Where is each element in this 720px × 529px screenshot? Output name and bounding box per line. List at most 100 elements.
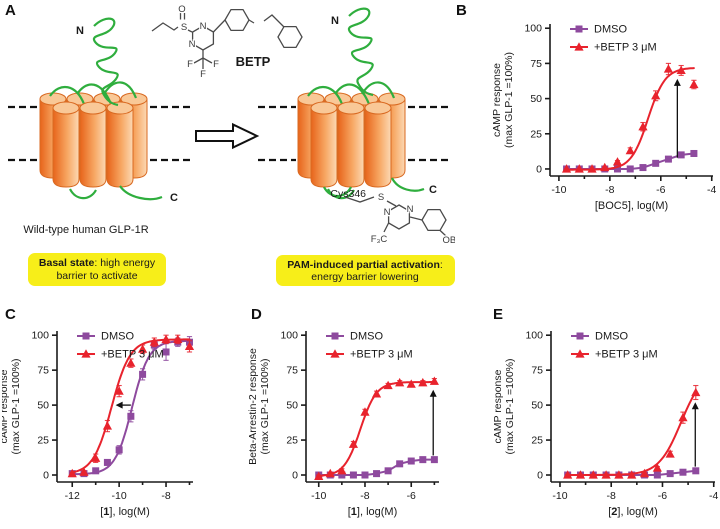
legend-label: +BETP 3 μM xyxy=(101,349,164,361)
svg-text:PAM-induced partial activation: PAM-induced partial activation: xyxy=(287,259,443,271)
x-tick-label: -4 xyxy=(709,490,718,502)
atom-s: S xyxy=(181,22,187,33)
y-tick-label: 0 xyxy=(536,163,542,175)
axes xyxy=(546,331,715,487)
x-tick-label: -10 xyxy=(311,490,326,502)
panel-a-label: A xyxy=(5,2,16,19)
x-tick-label: -10 xyxy=(112,490,127,502)
y-axis-label: (max GLP-1 =100%) xyxy=(503,52,515,148)
panel-e-label: E xyxy=(493,306,504,323)
legend-label: DMSO xyxy=(594,24,627,36)
x-tick-label: -8 xyxy=(161,490,170,502)
cys-loop xyxy=(323,186,352,198)
x-tick-label: -10 xyxy=(552,490,567,502)
legend: DMSO +BETP 3 μM xyxy=(77,331,164,361)
y-tick-label: 75 xyxy=(531,365,543,377)
panel-e-chart: 0 25 50 75 100 -10 -8 -6 -4 cAMP response (max GLP… xyxy=(478,302,720,529)
cys346-label: Cys346 xyxy=(330,188,366,200)
y-tick-label: 25 xyxy=(37,435,49,447)
y-axis-label: cAMP response xyxy=(2,369,10,443)
y-tick-label: 100 xyxy=(525,330,543,342)
x-tick-label: -6 xyxy=(656,184,665,196)
panel-a-diagram: N C O S N N F F F BETP xyxy=(8,3,455,286)
x-axis-label: [BOC5], log(M) xyxy=(595,200,668,212)
x-tick-label: -8 xyxy=(605,184,614,196)
membrane-dashes xyxy=(8,105,452,162)
y-tick-label: 75 xyxy=(286,365,298,377)
x-tick-label: -8 xyxy=(607,490,616,502)
basal-state-box: Basal state: high energy barrier to acti… xyxy=(28,253,166,286)
x-tick-label: -8 xyxy=(360,490,369,502)
y-tick-label: 75 xyxy=(37,365,49,377)
atom-n1: N xyxy=(200,21,207,32)
c-terminus-tail-right xyxy=(391,177,425,192)
atom-o: O xyxy=(178,4,185,15)
n-terminus-coil-right xyxy=(347,7,375,97)
atom-f3c: F₃C xyxy=(371,234,388,245)
c-terminus-tail-left xyxy=(119,185,163,201)
y-axis-label: Beta-Arrestin-2 response xyxy=(247,348,259,465)
n-terminus-label-left: N xyxy=(76,25,84,37)
panel-b-label: B xyxy=(456,2,467,19)
y-tick-label: 50 xyxy=(37,400,49,412)
x-tick-label: -12 xyxy=(65,490,80,502)
panel-d-chart: 0 25 50 75 100 -10 -8 -6 Beta-Arrestin-2 respons… xyxy=(245,302,483,529)
axes xyxy=(545,24,713,181)
betp-label: BETP xyxy=(236,54,271,69)
legend-label: +BETP 3 μM xyxy=(594,42,657,54)
x-axis-label: [1], log(M) xyxy=(348,506,398,518)
y-tick-label: 0 xyxy=(43,470,49,482)
y-tick-label: 25 xyxy=(531,435,543,447)
atom-s2: S xyxy=(378,192,384,203)
panel-c-label: C xyxy=(5,306,16,323)
atom-n2: N xyxy=(189,39,196,50)
series-betp xyxy=(67,334,195,478)
x-tick-label: -10 xyxy=(551,184,566,196)
y-tick-label: 100 xyxy=(31,330,49,342)
legend: DMSO +BETP 3 μM xyxy=(571,331,658,361)
y-tick-label: 100 xyxy=(524,23,542,35)
atom-f2: F xyxy=(213,59,219,70)
atom-n4: N xyxy=(384,207,391,218)
y-axis-label: (max GLP-1 =100%) xyxy=(259,359,271,455)
x-axis-label: [2], log(M) xyxy=(608,506,658,518)
annotation-arrow xyxy=(673,78,681,158)
annotation-arrow xyxy=(691,402,699,467)
dose-response-plot-D: 0 25 50 75 100 -10 -8 -6 Beta-Arrestin-2 respons… xyxy=(247,330,439,518)
receptor-caption: Wild-type human GLP-1R xyxy=(23,224,148,236)
x-axis-label: [1], log(M) xyxy=(100,506,150,518)
y-tick-label: 25 xyxy=(286,435,298,447)
c-terminus-label-right: C xyxy=(429,184,437,196)
svg-text:Basal state: high energy: Basal state: high energy xyxy=(39,257,156,269)
basal-line2-text: barrier to activate xyxy=(56,270,137,282)
atom-f3: F xyxy=(200,69,206,80)
axes xyxy=(301,331,439,487)
x-tick-label: -4 xyxy=(707,184,716,196)
dose-response-plot-C: 0 25 50 75 100 -12 -10 -8 cAMP response (max GLP-… xyxy=(0,330,195,518)
x-tick-label: -6 xyxy=(658,490,667,502)
y-axis-label: cAMP response xyxy=(492,369,504,443)
dose-response-plot-B: 0 25 50 75 100 -10 -8 -6 -4 cAMP response (max GLP… xyxy=(491,23,717,212)
pam-rest-text: : xyxy=(440,259,443,271)
n-terminus-label-right: N xyxy=(331,15,339,27)
legend: DMSO +BETP 3 μM xyxy=(326,331,413,361)
y-tick-label: 100 xyxy=(280,330,298,342)
basal-bold-text: Basal state xyxy=(39,257,95,269)
pam-activation-box: PAM-induced partial activation: energy b… xyxy=(276,255,455,286)
pam-bold-text: PAM-induced partial activation xyxy=(287,259,440,271)
panel-c-chart: 0 25 50 75 100 -12 -10 -8 cAMP response (max GLP-… xyxy=(0,302,240,529)
y-axis-label: (max GLP-1 =100%) xyxy=(10,359,22,455)
legend-label: +BETP 3 μM xyxy=(595,349,658,361)
dose-response-plot-E: 0 25 50 75 100 -10 -8 -6 -4 cAMP response (max GLP… xyxy=(492,330,719,518)
panel-b-chart: 0 25 50 75 100 -10 -8 -6 -4 cAMP response (max GLP… xyxy=(450,0,720,232)
y-tick-label: 50 xyxy=(286,400,298,412)
axes xyxy=(52,331,193,487)
transition-arrow xyxy=(195,122,260,150)
pam-line2-text: energy barrier lowering xyxy=(311,271,419,283)
y-axis-label: cAMP response xyxy=(491,63,503,137)
legend: DMSO +BETP 3 μM xyxy=(570,24,657,54)
legend-label: DMSO xyxy=(101,331,134,343)
betp-structure: O S N N F F F BETP xyxy=(151,3,303,81)
receptor-bundle-left: N C xyxy=(40,17,178,204)
